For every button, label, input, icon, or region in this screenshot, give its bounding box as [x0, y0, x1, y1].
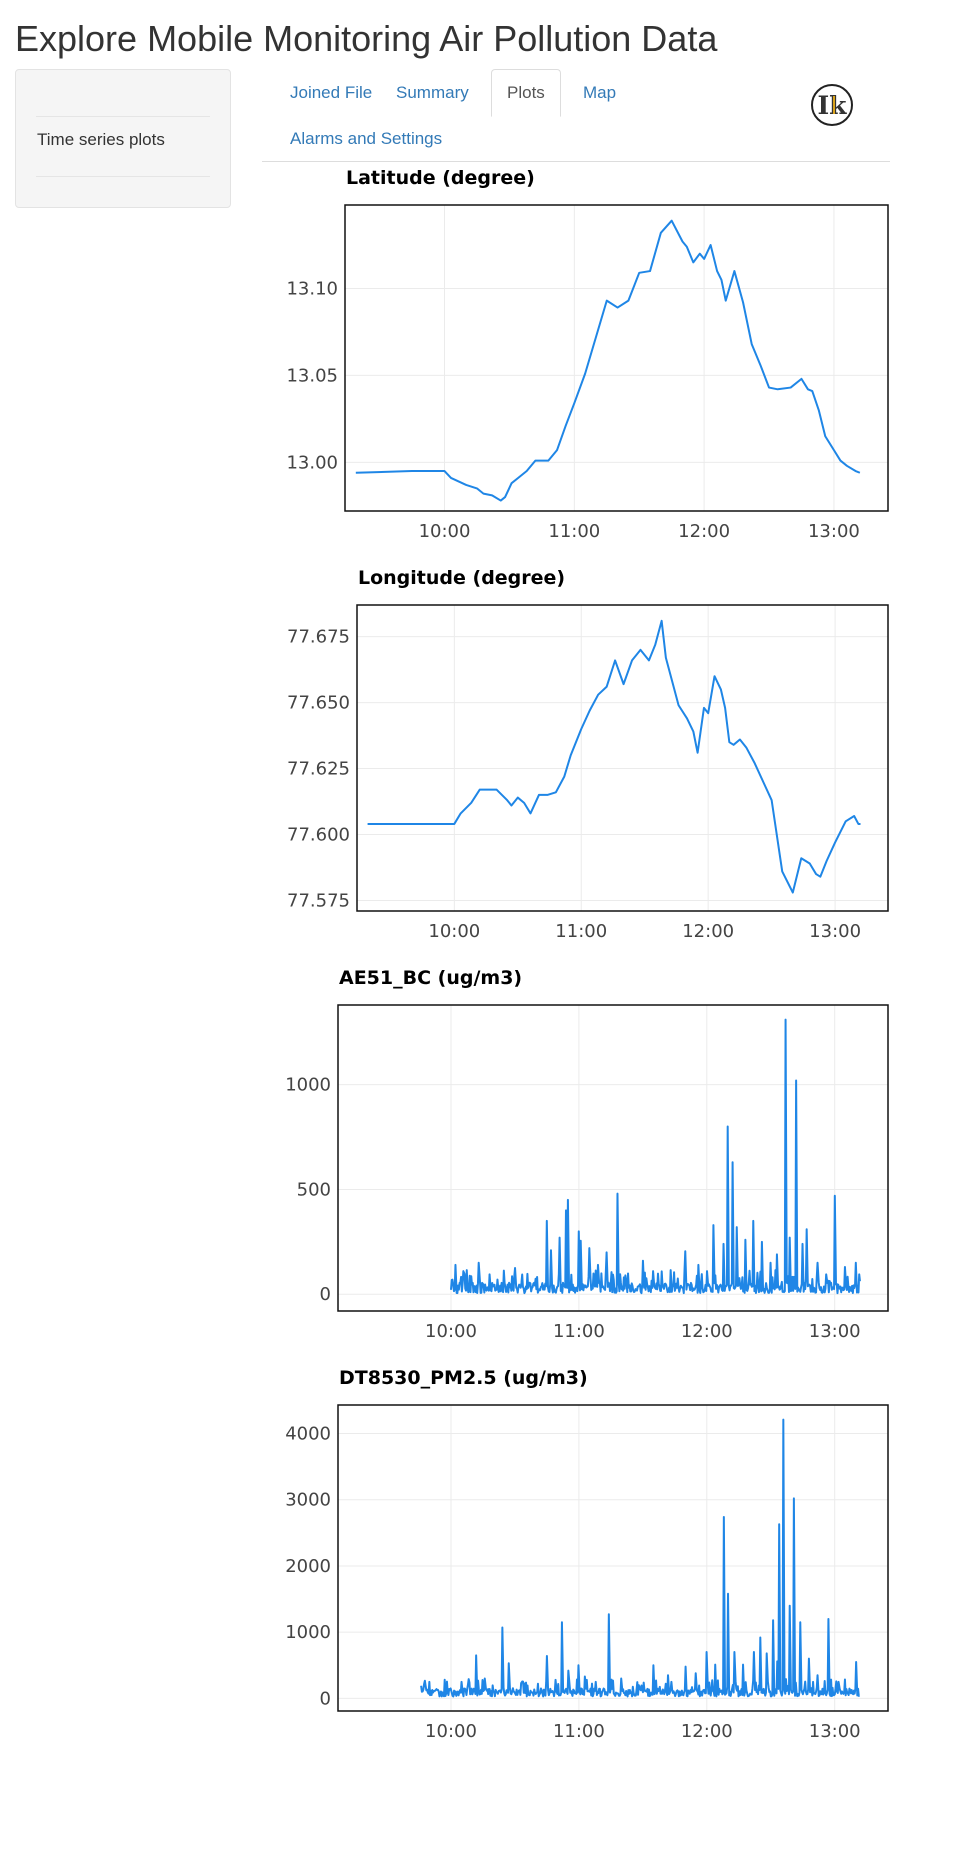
x-tick-label: 12:00	[678, 521, 730, 542]
y-tick-label: 13.00	[286, 452, 338, 473]
y-tick-label: 77.675	[287, 627, 350, 648]
y-tick-label: 4000	[285, 1423, 331, 1444]
tab-plots[interactable]: Plots	[491, 69, 561, 117]
x-tick-label: 11:00	[553, 1721, 605, 1742]
tab-joined-file[interactable]: Joined File	[290, 83, 373, 102]
x-tick-label: 13:00	[809, 921, 861, 942]
x-tick-label: 11:00	[555, 921, 607, 942]
chart-ae51-bc: AE51_BC (ug/m3) 10:00 11:00 12:00 13:00 0 500 1…	[285, 967, 889, 1342]
x-tick-label: 10:00	[419, 521, 471, 542]
x-tick-label: 10:00	[425, 1721, 477, 1742]
chart-title: AE51_BC (ug/m3)	[339, 967, 522, 989]
x-tick-label: 13:00	[809, 1321, 861, 1342]
plot-frame	[337, 1004, 889, 1312]
x-tick-label: 13:00	[808, 521, 860, 542]
chart-longitude: Longitude (degree) 10:00 11:00 12:00 13:00 77…	[287, 567, 889, 942]
x-tick-label: 12:00	[681, 1721, 733, 1742]
tab-bar: Joined File Summary Plots Map Alarms and…	[262, 69, 890, 162]
chart-latitude: Latitude (degree) 10:00 11:00 12:00 13:00 13.…	[286, 167, 889, 542]
series-line	[420, 1418, 860, 1698]
plot-frame	[337, 1404, 889, 1712]
ik-logo-icon: Ik	[811, 84, 853, 126]
plot-frame	[356, 604, 889, 912]
plot-area	[338, 1405, 888, 1711]
x-tick-label: 13:00	[809, 1721, 861, 1742]
plot-area	[357, 605, 888, 911]
x-tick-label: 12:00	[682, 921, 734, 942]
y-tick-label: 13.10	[286, 278, 338, 299]
chart-title: Longitude (degree)	[358, 567, 565, 589]
x-tick-label: 12:00	[681, 1321, 733, 1342]
logo-letters: Ik	[817, 91, 847, 120]
chart-title: DT8530_PM2.5 (ug/m3)	[339, 1367, 588, 1389]
y-tick-label: 3000	[285, 1490, 331, 1511]
x-tick-label: 10:00	[425, 1321, 477, 1342]
x-tick-label: 11:00	[553, 1321, 605, 1342]
tab-summary[interactable]: Summary	[396, 83, 469, 102]
sidebar-divider	[36, 116, 210, 117]
series-line	[449, 1018, 861, 1295]
chart-title: Latitude (degree)	[346, 167, 535, 189]
sidebar-label: Time series plots	[37, 130, 165, 149]
y-tick-label: 0	[320, 1688, 331, 1709]
y-tick-label: 77.600	[287, 825, 350, 846]
y-tick-label: 77.625	[287, 759, 350, 780]
tab-map[interactable]: Map	[583, 83, 617, 102]
y-tick-label: 500	[297, 1179, 331, 1200]
plot-frame	[344, 204, 889, 512]
sidebar-panel: Time series plots	[15, 69, 231, 208]
y-tick-label: 13.05	[286, 365, 338, 386]
x-tick-label: 11:00	[548, 521, 600, 542]
tab-alarms-and-settings[interactable]: Alarms and Settings	[290, 129, 443, 148]
sidebar-divider	[36, 176, 210, 177]
y-tick-label: 0	[320, 1284, 331, 1305]
y-tick-label: 1000	[285, 1622, 331, 1643]
chart-dt8530-pm25: DT8530_PM2.5 (ug/m3) 10:00 11:00 12:00 13:00…	[285, 1367, 889, 1742]
series-line	[355, 219, 861, 502]
plot-area	[345, 205, 888, 511]
series-line	[367, 619, 861, 894]
y-tick-label: 1000	[285, 1075, 331, 1096]
y-tick-label: 77.650	[287, 693, 350, 714]
x-tick-label: 10:00	[428, 921, 480, 942]
app-title: Explore Mobile Monitoring Air Pollution …	[15, 18, 718, 59]
y-tick-label: 77.575	[287, 890, 350, 911]
y-tick-label: 2000	[285, 1556, 331, 1577]
